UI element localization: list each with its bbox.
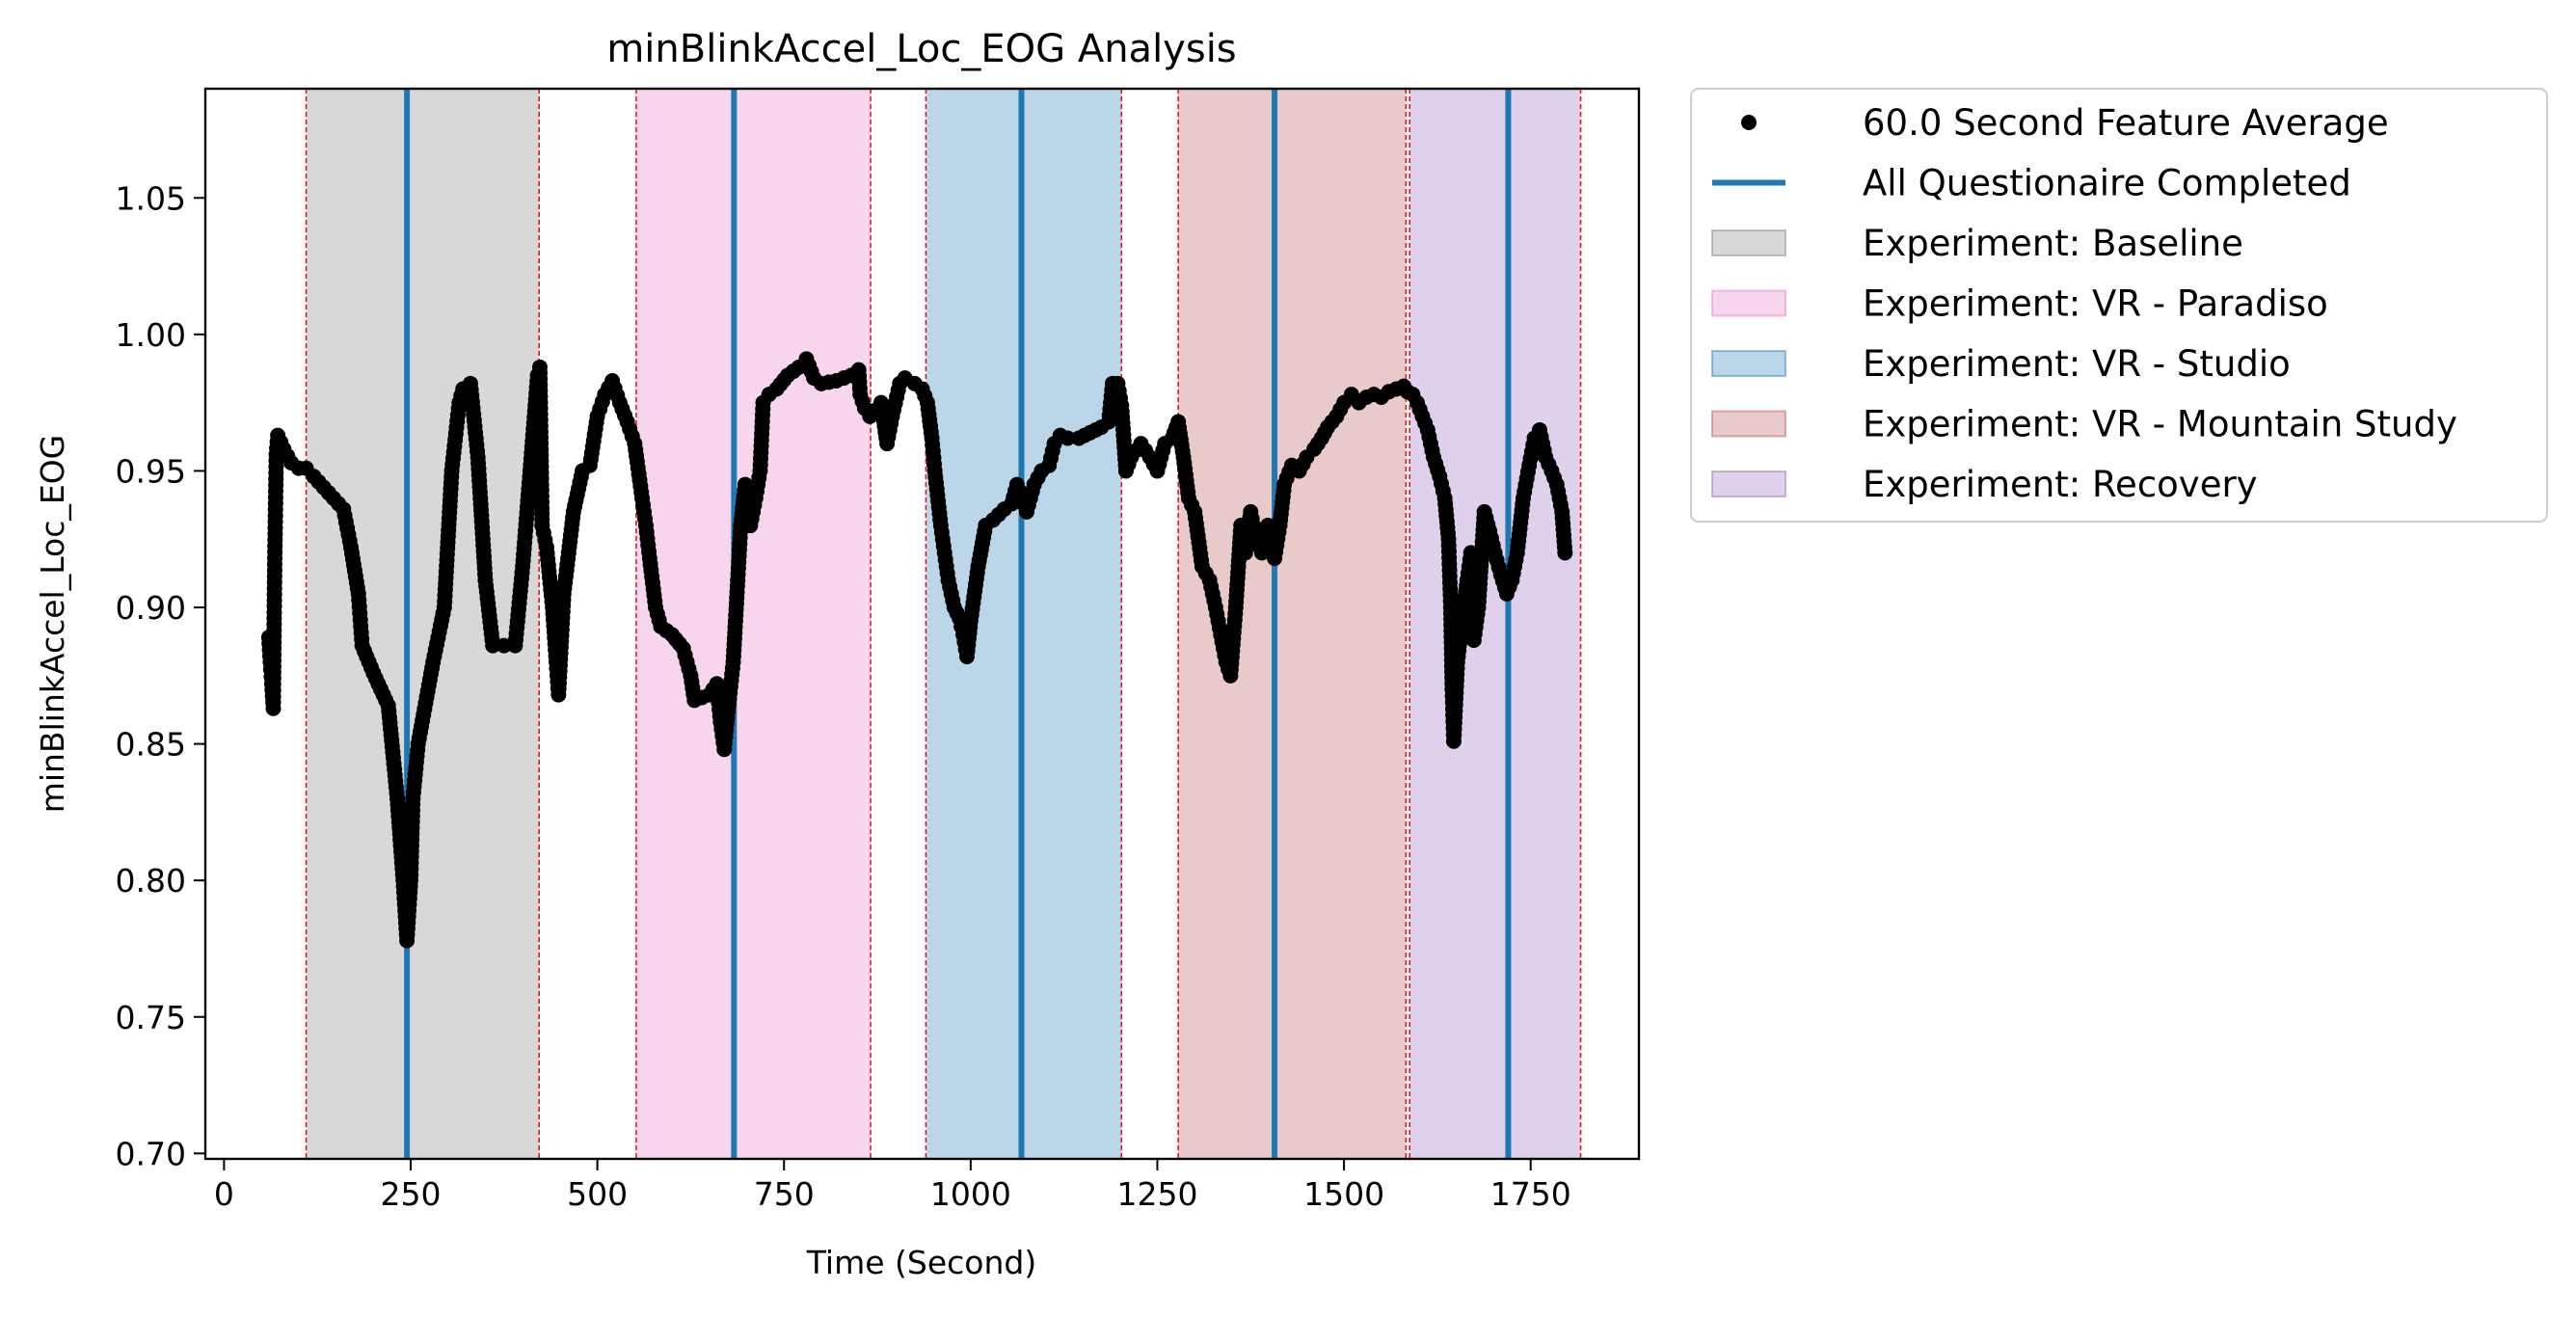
data-point bbox=[1557, 545, 1573, 561]
data-point bbox=[1060, 430, 1076, 446]
x-tick-label: 1750 bbox=[1490, 1175, 1571, 1213]
y-axis-label: minBlinkAccel_Loc_EOG bbox=[34, 435, 71, 814]
legend-marker-icon bbox=[1741, 115, 1757, 130]
y-tick-label: 1.05 bbox=[116, 179, 186, 217]
legend-frame bbox=[1690, 88, 2548, 523]
y-tick-label: 0.95 bbox=[116, 452, 186, 490]
legend-label: Experiment: VR - Mountain Study bbox=[1863, 404, 2457, 445]
x-tick-label: 1000 bbox=[930, 1175, 1011, 1213]
y-tick-label: 0.80 bbox=[116, 862, 186, 900]
y-tick-label: 0.75 bbox=[116, 999, 186, 1036]
legend-patch-icon bbox=[1711, 350, 1786, 377]
data-point bbox=[496, 637, 512, 654]
x-tick-label: 250 bbox=[380, 1175, 441, 1213]
x-tick-label: 1250 bbox=[1116, 1175, 1197, 1213]
y-tick-label: 0.70 bbox=[116, 1135, 186, 1172]
y-axis-ticks: 0.70 0.75 0.80 0.85 0.90 0.95 1.00 1.05 bbox=[116, 179, 205, 1172]
legend-label: Experiment: VR - Paradiso bbox=[1863, 283, 2328, 325]
phase-band bbox=[635, 89, 872, 1159]
legend-label: Experiment: Recovery bbox=[1863, 464, 2258, 505]
y-tick-label: 0.85 bbox=[116, 726, 186, 764]
x-axis-ticks: 0 250 500 750 1000 1250 1500 1750 bbox=[214, 1159, 1571, 1213]
legend: 60.0 Second Feature Average All Questiona… bbox=[1690, 88, 2548, 523]
legend-label: Experiment: VR - Studio bbox=[1863, 343, 2291, 385]
legend-label: Experiment: Baseline bbox=[1863, 223, 2243, 264]
phase-layer bbox=[306, 89, 1581, 1159]
phase-boundary-layer bbox=[305, 89, 1582, 1159]
data-point bbox=[485, 637, 501, 654]
legend-label: All Questionaire Completed bbox=[1863, 163, 2351, 204]
data-points-layer bbox=[260, 351, 1573, 949]
x-tick-label: 750 bbox=[754, 1175, 815, 1213]
legend-label: 60.0 Second Feature Average bbox=[1863, 102, 2389, 144]
phase-band bbox=[1409, 89, 1581, 1159]
legend-patch-icon bbox=[1711, 470, 1786, 497]
legend-patch-icon bbox=[1711, 289, 1786, 317]
chart-title: minBlinkAccel_Loc_EOG Analysis bbox=[606, 27, 1236, 71]
y-tick-label: 1.00 bbox=[116, 316, 186, 354]
legend-patch-icon bbox=[1711, 410, 1786, 438]
x-axis-label: Time (Second) bbox=[806, 1244, 1036, 1281]
plot-frame bbox=[203, 87, 1641, 1161]
x-tick-label: 1500 bbox=[1303, 1175, 1384, 1213]
phase-band bbox=[306, 89, 540, 1159]
x-tick-label: 0 bbox=[214, 1175, 234, 1213]
x-tick-label: 500 bbox=[567, 1175, 628, 1213]
legend-patch-icon bbox=[1711, 229, 1786, 256]
y-tick-label: 0.90 bbox=[116, 589, 186, 627]
